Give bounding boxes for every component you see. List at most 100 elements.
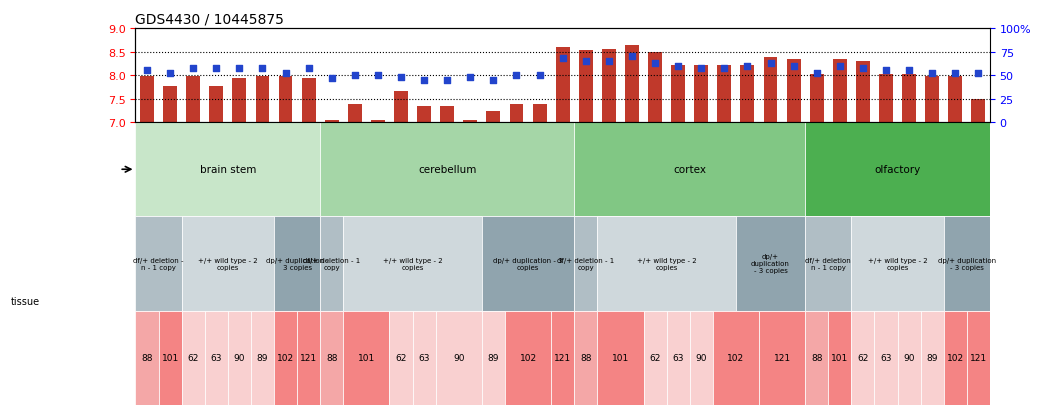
Text: brain stem: brain stem bbox=[200, 165, 256, 175]
Bar bbox=[532, 105, 546, 123]
Text: tissue: tissue bbox=[10, 297, 40, 306]
Point bbox=[739, 63, 755, 70]
Text: df/+ deletion
n - 1 copy: df/+ deletion n - 1 copy bbox=[805, 257, 851, 270]
Point bbox=[809, 71, 825, 77]
Point bbox=[208, 66, 225, 73]
FancyBboxPatch shape bbox=[228, 311, 251, 405]
Point bbox=[254, 66, 271, 73]
Text: 102: 102 bbox=[947, 353, 964, 362]
Bar bbox=[487, 112, 500, 123]
FancyBboxPatch shape bbox=[274, 311, 297, 405]
Bar bbox=[855, 62, 870, 123]
FancyBboxPatch shape bbox=[390, 311, 413, 405]
Bar bbox=[648, 53, 662, 123]
Point bbox=[947, 71, 964, 77]
FancyBboxPatch shape bbox=[343, 217, 481, 311]
FancyBboxPatch shape bbox=[713, 311, 759, 405]
Bar bbox=[579, 51, 593, 123]
Bar bbox=[394, 91, 408, 123]
Bar bbox=[925, 77, 939, 123]
Bar bbox=[625, 46, 639, 123]
Bar bbox=[187, 77, 200, 123]
Bar bbox=[741, 66, 754, 123]
Point bbox=[486, 77, 502, 84]
Text: 63: 63 bbox=[880, 353, 892, 362]
FancyBboxPatch shape bbox=[574, 311, 597, 405]
Point bbox=[854, 66, 871, 73]
Point bbox=[439, 77, 455, 84]
FancyBboxPatch shape bbox=[551, 311, 574, 405]
Text: 90: 90 bbox=[903, 353, 915, 362]
Point bbox=[670, 63, 687, 70]
FancyBboxPatch shape bbox=[413, 311, 436, 405]
Text: 89: 89 bbox=[256, 353, 268, 362]
Text: +/+ wild type - 2
copies: +/+ wild type - 2 copies bbox=[868, 257, 927, 270]
FancyBboxPatch shape bbox=[135, 311, 158, 405]
FancyBboxPatch shape bbox=[736, 217, 805, 311]
Point bbox=[347, 73, 364, 79]
Point bbox=[716, 65, 733, 72]
FancyBboxPatch shape bbox=[297, 311, 320, 405]
FancyBboxPatch shape bbox=[897, 311, 921, 405]
Point bbox=[508, 73, 525, 79]
FancyBboxPatch shape bbox=[828, 311, 851, 405]
Text: 63: 63 bbox=[672, 353, 684, 362]
FancyBboxPatch shape bbox=[481, 311, 505, 405]
Point bbox=[416, 77, 432, 84]
Text: 101: 101 bbox=[357, 353, 375, 362]
Bar bbox=[833, 59, 847, 123]
FancyBboxPatch shape bbox=[805, 217, 851, 311]
Bar bbox=[971, 100, 986, 123]
Point bbox=[786, 63, 802, 70]
Text: 89: 89 bbox=[488, 353, 499, 362]
Point bbox=[577, 59, 594, 65]
Text: 121: 121 bbox=[970, 353, 987, 362]
Text: 102: 102 bbox=[277, 353, 294, 362]
Bar bbox=[810, 75, 823, 123]
Point bbox=[531, 73, 548, 79]
Text: +/+ wild type - 2
copies: +/+ wild type - 2 copies bbox=[637, 257, 696, 270]
FancyBboxPatch shape bbox=[274, 217, 320, 311]
Text: dp/+ duplication -
3 copies: dp/+ duplication - 3 copies bbox=[266, 257, 328, 270]
FancyBboxPatch shape bbox=[644, 311, 667, 405]
Point bbox=[647, 60, 664, 67]
FancyBboxPatch shape bbox=[320, 311, 343, 405]
FancyBboxPatch shape bbox=[481, 217, 574, 311]
Bar bbox=[555, 48, 570, 123]
FancyBboxPatch shape bbox=[921, 311, 944, 405]
FancyBboxPatch shape bbox=[343, 311, 390, 405]
FancyBboxPatch shape bbox=[874, 311, 897, 405]
Text: GDS4430 / 10445875: GDS4430 / 10445875 bbox=[135, 12, 284, 26]
Bar bbox=[902, 75, 916, 123]
Point bbox=[554, 56, 571, 62]
Bar bbox=[671, 66, 685, 123]
Point bbox=[462, 74, 478, 81]
Bar bbox=[325, 121, 339, 123]
Text: 88: 88 bbox=[811, 353, 822, 362]
Bar bbox=[417, 107, 431, 123]
Point bbox=[924, 71, 941, 77]
Point bbox=[162, 71, 178, 77]
Text: 121: 121 bbox=[554, 353, 571, 362]
Point bbox=[762, 60, 778, 67]
Text: 121: 121 bbox=[773, 353, 791, 362]
FancyBboxPatch shape bbox=[320, 123, 574, 217]
FancyBboxPatch shape bbox=[967, 311, 990, 405]
FancyBboxPatch shape bbox=[597, 217, 736, 311]
Bar bbox=[255, 77, 270, 123]
Bar bbox=[602, 50, 616, 123]
Bar bbox=[302, 79, 316, 123]
Text: 63: 63 bbox=[419, 353, 430, 362]
Bar bbox=[764, 58, 777, 123]
FancyBboxPatch shape bbox=[805, 123, 990, 217]
Bar bbox=[441, 107, 454, 123]
Text: dp/+ duplication - 3
copies: dp/+ duplication - 3 copies bbox=[493, 257, 563, 270]
FancyBboxPatch shape bbox=[505, 311, 551, 405]
FancyBboxPatch shape bbox=[135, 123, 320, 217]
Bar bbox=[787, 59, 800, 123]
Point bbox=[277, 71, 294, 77]
FancyBboxPatch shape bbox=[204, 311, 228, 405]
Point bbox=[300, 65, 317, 72]
Text: df/+ deletion -
n - 1 copy: df/+ deletion - n - 1 copy bbox=[133, 257, 183, 270]
FancyBboxPatch shape bbox=[158, 311, 181, 405]
